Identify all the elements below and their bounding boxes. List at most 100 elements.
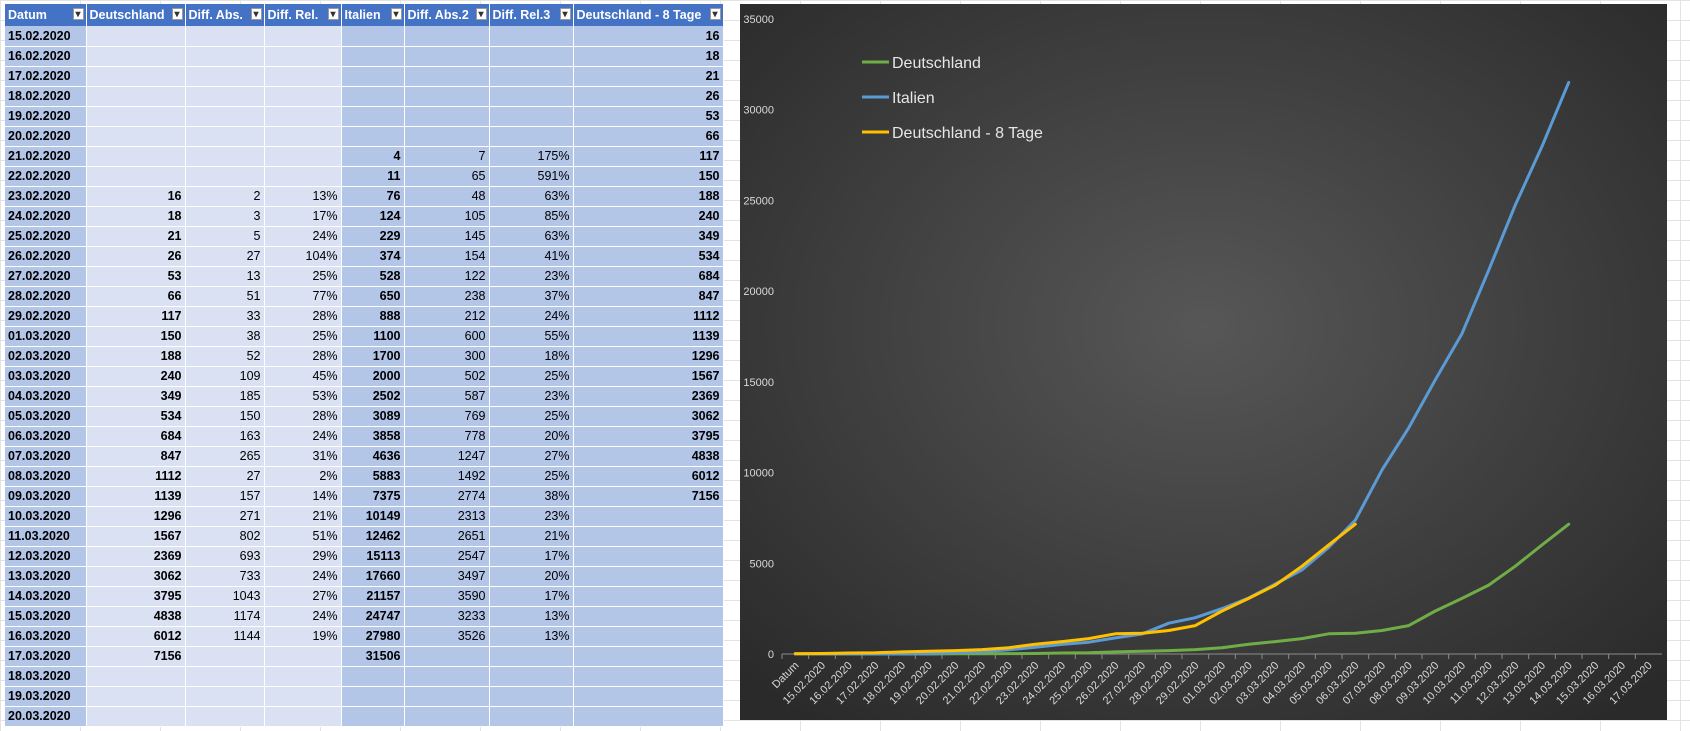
table-cell: 3233: [404, 606, 490, 627]
table-row: 24.02.2020 18 3 17% 124 105 85% 240: [5, 206, 724, 227]
table-cell: [404, 46, 490, 67]
table-cell: [341, 706, 405, 727]
table-cell: 03.03.2020: [5, 366, 87, 387]
table-cell: 349: [573, 226, 724, 247]
table-row: 23.02.2020 16 2 13% 76 48 63% 188: [5, 186, 724, 207]
table-cell: 6012: [86, 626, 186, 647]
column-header[interactable]: Diff. Rel.: [264, 4, 342, 26]
table-cell: [573, 546, 724, 567]
table-cell: 20%: [489, 566, 574, 587]
column-header[interactable]: Datum: [5, 4, 87, 26]
column-header[interactable]: Deutschland - 8 Tage: [573, 4, 724, 26]
table-row: 07.03.2020 847 265 31% 4636 1247 27% 4838: [5, 446, 724, 467]
column-header[interactable]: Diff. Abs.: [185, 4, 265, 26]
table-cell: 2313: [404, 506, 490, 527]
table-cell: 13%: [489, 626, 574, 647]
table-row: 21.02.2020 4 7 175% 117: [5, 146, 724, 167]
table-cell: 534: [573, 246, 724, 267]
table-cell: 1112: [86, 466, 186, 487]
table-cell: 1296: [86, 506, 186, 527]
table-cell: [573, 626, 724, 647]
table-cell: 45%: [264, 366, 342, 387]
table-cell: 13: [185, 266, 265, 287]
table-cell: [86, 106, 186, 127]
table-cell: [404, 666, 490, 687]
table-cell: 150: [86, 326, 186, 347]
column-header[interactable]: Italien: [341, 4, 405, 26]
table-row: 04.03.2020 349 185 53% 2502 587 23% 2369: [5, 386, 724, 407]
table-cell: 18.02.2020: [5, 86, 87, 107]
table-row: 13.03.2020 3062 733 24% 17660 3497 20%: [5, 566, 724, 587]
table-cell: 2: [185, 186, 265, 207]
table-cell: 802: [185, 526, 265, 547]
table-cell: 7156: [86, 646, 186, 667]
table-cell: 21157: [341, 586, 405, 607]
table-cell: 09.03.2020: [5, 486, 87, 507]
table-cell: [489, 666, 574, 687]
table-cell: [185, 66, 265, 87]
table-row: 11.03.2020 1567 802 51% 12462 2651 21%: [5, 526, 724, 547]
table-cell: 271: [185, 506, 265, 527]
table-cell: [489, 646, 574, 667]
table-row: 19.03.2020: [5, 686, 724, 707]
series-line: [793, 80, 1571, 656]
table-row: 20.02.2020 66: [5, 126, 724, 147]
table-cell: 18.03.2020: [5, 666, 87, 687]
table-cell: 27%: [264, 586, 342, 607]
table-cell: 05.03.2020: [5, 406, 87, 427]
table-cell: 212: [404, 306, 490, 327]
table-cell: 16: [86, 186, 186, 207]
table-row: 27.02.2020 53 13 25% 528 122 23% 684: [5, 266, 724, 287]
table-cell: [185, 106, 265, 127]
y-tick-label: 5000: [750, 558, 774, 570]
table-cell: 1043: [185, 586, 265, 607]
table-cell: 3062: [573, 406, 724, 427]
table-cell: [489, 106, 574, 127]
table-cell: 02.03.2020: [5, 346, 87, 367]
table-cell: 15113: [341, 546, 405, 567]
table-cell: 06.03.2020: [5, 426, 87, 447]
table-cell: 66: [573, 126, 724, 147]
table-row: 15.02.2020 16: [5, 26, 724, 47]
table-row: 12.03.2020 2369 693 29% 15113 2547 17%: [5, 546, 724, 567]
table-cell: [404, 86, 490, 107]
table-cell: 27: [185, 246, 265, 267]
table-cell: 117: [86, 306, 186, 327]
column-header[interactable]: Deutschland: [86, 4, 186, 26]
table-cell: 53%: [264, 386, 342, 407]
table-cell: 23%: [489, 266, 574, 287]
table-cell: 1492: [404, 466, 490, 487]
table-cell: 6012: [573, 466, 724, 487]
table-cell: 27: [185, 466, 265, 487]
table-cell: 15.02.2020: [5, 26, 87, 47]
table-cell: 28%: [264, 406, 342, 427]
table-cell: [86, 686, 186, 707]
table-cell: 150: [573, 166, 724, 187]
table-cell: 22.02.2020: [5, 166, 87, 187]
table-cell: 63%: [489, 186, 574, 207]
table-cell: 145: [404, 226, 490, 247]
table-body: 15.02.2020 16 16.02.2020 18 17.02.2020 21 18.0…: [5, 26, 724, 727]
table-row: 15.03.2020 4838 1174 24% 24747 3233 13%: [5, 606, 724, 627]
table-cell: 188: [86, 346, 186, 367]
table-cell: [185, 706, 265, 727]
table-cell: [404, 66, 490, 87]
legend-label: Deutschland: [892, 55, 981, 72]
table-cell: [341, 66, 405, 87]
column-header[interactable]: Diff. Rel.3: [489, 4, 574, 26]
table-cell: 1139: [86, 486, 186, 507]
table-cell: 265: [185, 446, 265, 467]
table-cell: 3062: [86, 566, 186, 587]
table-cell: 76: [341, 186, 405, 207]
column-header[interactable]: Diff. Abs.2: [404, 4, 490, 26]
table-row: 05.03.2020 534 150 28% 3089 769 25% 3062: [5, 406, 724, 427]
table-cell: 11.03.2020: [5, 526, 87, 547]
table-cell: [573, 646, 724, 667]
table-cell: 4838: [86, 606, 186, 627]
table-cell: [185, 86, 265, 107]
table-cell: 150: [185, 406, 265, 427]
table-row: 16.02.2020 18: [5, 46, 724, 67]
table-cell: [341, 46, 405, 67]
chart[interactable]: 05000100001500020000250003000035000Datum…: [740, 4, 1667, 720]
table-cell: 53: [86, 266, 186, 287]
